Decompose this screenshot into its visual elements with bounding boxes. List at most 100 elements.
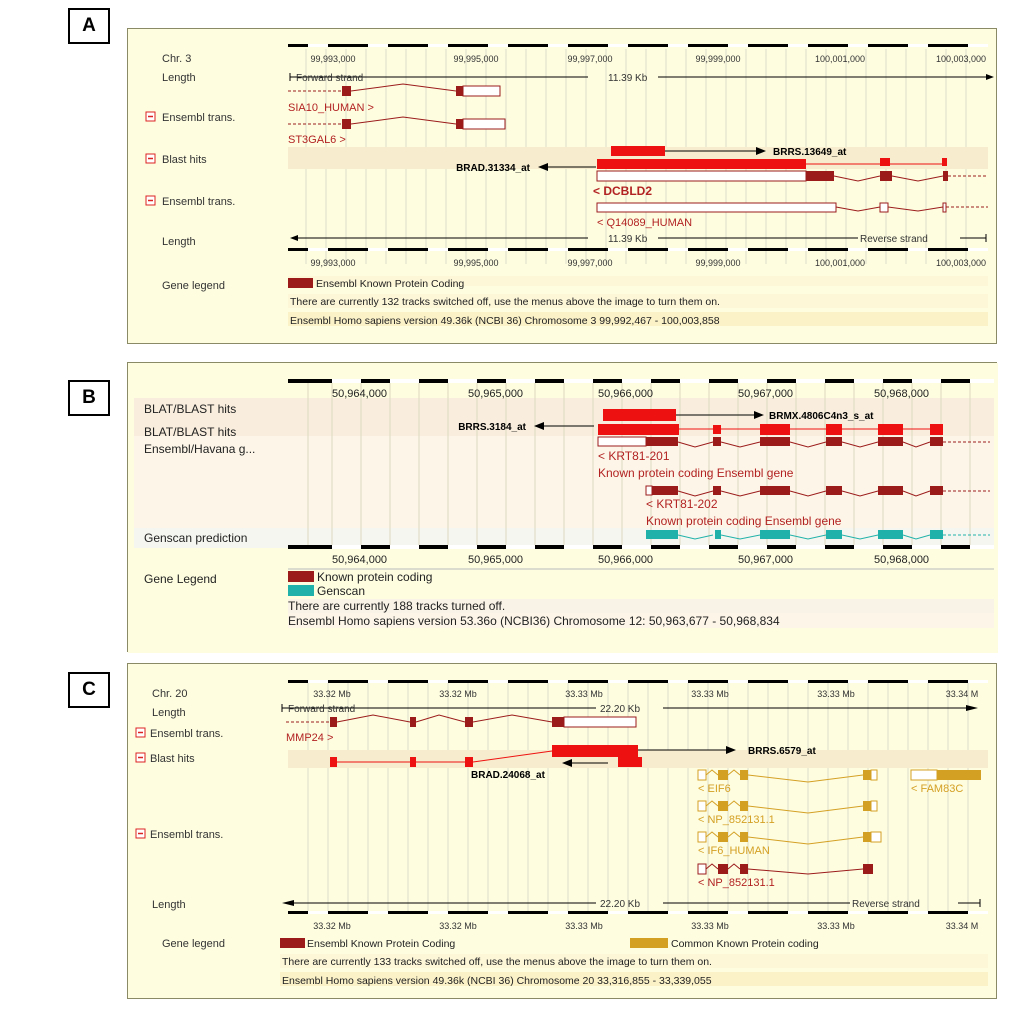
blast-hit-label: BRMX.4806C4n3_s_at <box>769 411 874 422</box>
info-line: Ensembl Homo sapiens version 49.36k (NCB… <box>282 975 712 987</box>
info-line: Ensembl Homo sapiens version 53.36o (NCB… <box>288 614 780 628</box>
transcript-label: < EIF6 <box>698 783 731 795</box>
legend-item: Ensembl Known Protein Coding <box>307 938 455 950</box>
genscan-prediction[interactable] <box>646 530 990 540</box>
ruler-tick: 99,995,000 <box>453 54 498 64</box>
blast-hit-large[interactable] <box>597 159 806 169</box>
track-label-length: Length <box>162 236 196 248</box>
blast-hit-split[interactable] <box>330 750 642 767</box>
ruler-tick: 33.32 Mb <box>313 689 351 699</box>
ruler-tick: 33.33 Mb <box>691 689 729 699</box>
collapse-toggle-icon[interactable] <box>135 752 146 763</box>
track-label-ensembl-havana: Ensembl/Havana g... <box>144 442 255 456</box>
gene-dcbld2[interactable] <box>596 170 988 182</box>
info-line: There are currently 133 tracks switched … <box>282 956 712 968</box>
ruler-tick: 33.32 Mb <box>439 689 477 699</box>
track-label-legend: Gene Legend <box>144 572 217 586</box>
ruler-tick: 50,967,000 <box>738 554 793 566</box>
ruler-tick: 50,968,000 <box>874 554 929 566</box>
ruler-tick: 100,001,000 <box>815 54 865 64</box>
forward-strand-label: Forward strand <box>288 704 355 715</box>
transcript-mmp24[interactable] <box>286 714 637 728</box>
blast-hit-label: BRRS.3184_at <box>458 422 526 433</box>
forward-strand-line <box>289 73 994 81</box>
ruler-tick: 50,965,000 <box>468 554 523 566</box>
ruler-tick: 50,964,000 <box>332 554 387 566</box>
blast-hit-label: BRAD.24068_at <box>471 770 546 781</box>
collapse-toggle-icon[interactable] <box>135 727 146 738</box>
info-line: Ensembl Homo sapiens version 49.36k (NCB… <box>290 315 720 327</box>
collapse-toggle-icon[interactable] <box>145 111 156 122</box>
track-label-length: Length <box>152 899 186 911</box>
collapse-toggle-icon[interactable] <box>145 195 156 206</box>
transcript-np852131-1[interactable] <box>697 800 878 814</box>
transcript-label: SIA10_HUMAN > <box>288 102 374 114</box>
track-label-blat: BLAT/BLAST hits <box>144 402 236 416</box>
ruler-top <box>288 680 988 683</box>
transcript-st3gal6[interactable] <box>288 116 506 130</box>
track-label-legend: Gene legend <box>162 280 225 292</box>
reverse-strand-line <box>290 234 987 242</box>
transcript-label: < IF6_HUMAN <box>698 845 770 857</box>
blast-hit-small[interactable] <box>603 409 676 421</box>
transcript-q14089[interactable] <box>596 202 988 213</box>
blast-hit-large[interactable] <box>598 424 679 435</box>
transcript-label: MMP24 > <box>286 732 333 744</box>
ruler-tick: 33.32 Mb <box>313 921 351 931</box>
length-kb-label: 22.20 Kb <box>600 899 640 910</box>
panel-c-svg: 33.32 Mb 33.32 Mb 33.33 Mb 33.33 Mb 33.3… <box>135 680 988 987</box>
legend-item: Genscan <box>317 584 365 598</box>
panel-b-svg: 50,964,000 50,965,000 50,966,000 50,967,… <box>128 363 998 653</box>
transcript-label: < Q14089_HUMAN <box>597 217 692 229</box>
legend-item: Common Known Protein coding <box>671 938 819 950</box>
collapse-toggle-icon[interactable] <box>145 153 156 164</box>
transcript-np852131-1-known[interactable] <box>697 863 873 875</box>
transcript-krt81-202[interactable] <box>645 485 990 497</box>
transcript-eif6[interactable] <box>697 769 878 783</box>
track-label-genscan: Genscan prediction <box>144 531 247 545</box>
length-kb-label: 11.39 Kb <box>608 73 648 84</box>
legend-swatch-known <box>288 278 313 288</box>
ruler-tick: 99,995,000 <box>453 258 498 268</box>
transcript-krt81-201[interactable] <box>597 436 990 448</box>
transcript-description: Known protein coding Ensembl gene <box>646 514 842 528</box>
transcript-label: < FAM83C <box>911 783 963 795</box>
ruler-tick: 50,965,000 <box>468 388 523 400</box>
gene-label: < DCBLD2 <box>593 184 652 198</box>
ruler-tick: 50,964,000 <box>332 388 387 400</box>
transcript-fam83c[interactable] <box>910 769 981 781</box>
blast-hit-large[interactable] <box>552 745 638 757</box>
ruler-tick: 100,001,000 <box>815 258 865 268</box>
ruler-bottom <box>288 911 988 914</box>
legend-swatch-known <box>280 938 305 948</box>
panel-label-b: B <box>68 380 110 416</box>
ruler-tick: 33.34 M <box>946 689 979 699</box>
info-line: There are currently 132 tracks switched … <box>290 296 720 308</box>
reverse-strand-line <box>282 899 981 907</box>
transcript-label: ST3GAL6 > <box>288 134 346 146</box>
info-line: There are currently 188 tracks turned of… <box>288 599 505 613</box>
transcript-sia10[interactable] <box>288 83 501 97</box>
track-label-chr: Chr. 20 <box>152 688 187 700</box>
ruler-tick: 33.33 Mb <box>817 921 855 931</box>
ruler-tick: 33.34 M <box>946 921 979 931</box>
blast-hit-label: BRRS.13649_at <box>773 147 847 158</box>
transcript-if6-human[interactable] <box>697 831 882 845</box>
panel-b: 50,964,000 50,965,000 50,966,000 50,967,… <box>127 362 998 653</box>
track-label-legend: Gene legend <box>162 938 225 950</box>
ruler-tick: 99,993,000 <box>310 258 355 268</box>
reverse-strand-label: Reverse strand <box>860 234 928 245</box>
ruler-tick: 33.33 Mb <box>565 689 603 699</box>
panel-a-svg: 99,993,000 99,995,000 99,997,000 99,999,… <box>145 44 994 327</box>
ruler-tick: 50,966,000 <box>598 554 653 566</box>
ruler-tick: 100,003,000 <box>936 54 986 64</box>
panel-label-a: A <box>68 8 110 44</box>
transcript-label: < KRT81-202 <box>646 497 718 511</box>
ruler-tick: 33.33 Mb <box>817 689 855 699</box>
track-label-length: Length <box>152 707 186 719</box>
transcript-label: < NP_852131.1 <box>698 877 775 889</box>
ruler-tick: 50,966,000 <box>598 388 653 400</box>
blast-hit-small[interactable] <box>611 146 665 156</box>
ruler-tick: 33.33 Mb <box>565 921 603 931</box>
collapse-toggle-icon[interactable] <box>135 828 146 839</box>
